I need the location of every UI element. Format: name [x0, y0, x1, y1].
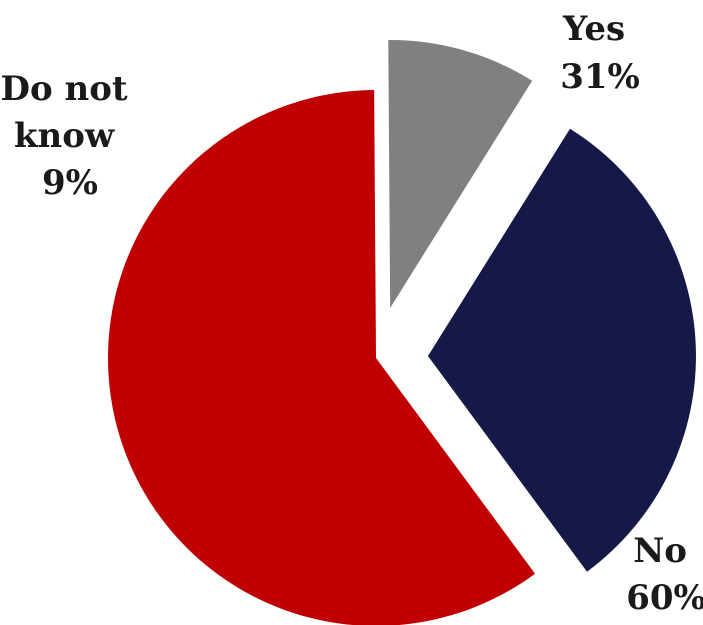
slice-label-do-not-know: Do not know 9%	[1, 69, 140, 203]
pie-slices	[108, 39, 696, 625]
slice-label-no: No 60%	[626, 531, 703, 618]
slice-value-no: 60%	[626, 578, 703, 618]
slice-label-yes: Yes 31%	[560, 9, 640, 97]
pie-slice-do-not-know	[388, 39, 533, 308]
pie-labels: Yes 31% No 60% Do not know 9%	[1, 9, 703, 618]
slice-label-yes-line-1: Yes	[562, 9, 625, 49]
slice-value-yes: 31%	[560, 57, 640, 97]
slice-label-no-line-1: No	[633, 531, 687, 571]
pie-slice-no	[108, 90, 536, 625]
slice-value-do-not-know: 9%	[42, 163, 98, 203]
slice-label-do-not-know-line-2: know	[14, 116, 115, 156]
pie-slice-yes	[427, 128, 696, 572]
slice-label-do-not-know-line-1: Do not	[1, 69, 128, 109]
